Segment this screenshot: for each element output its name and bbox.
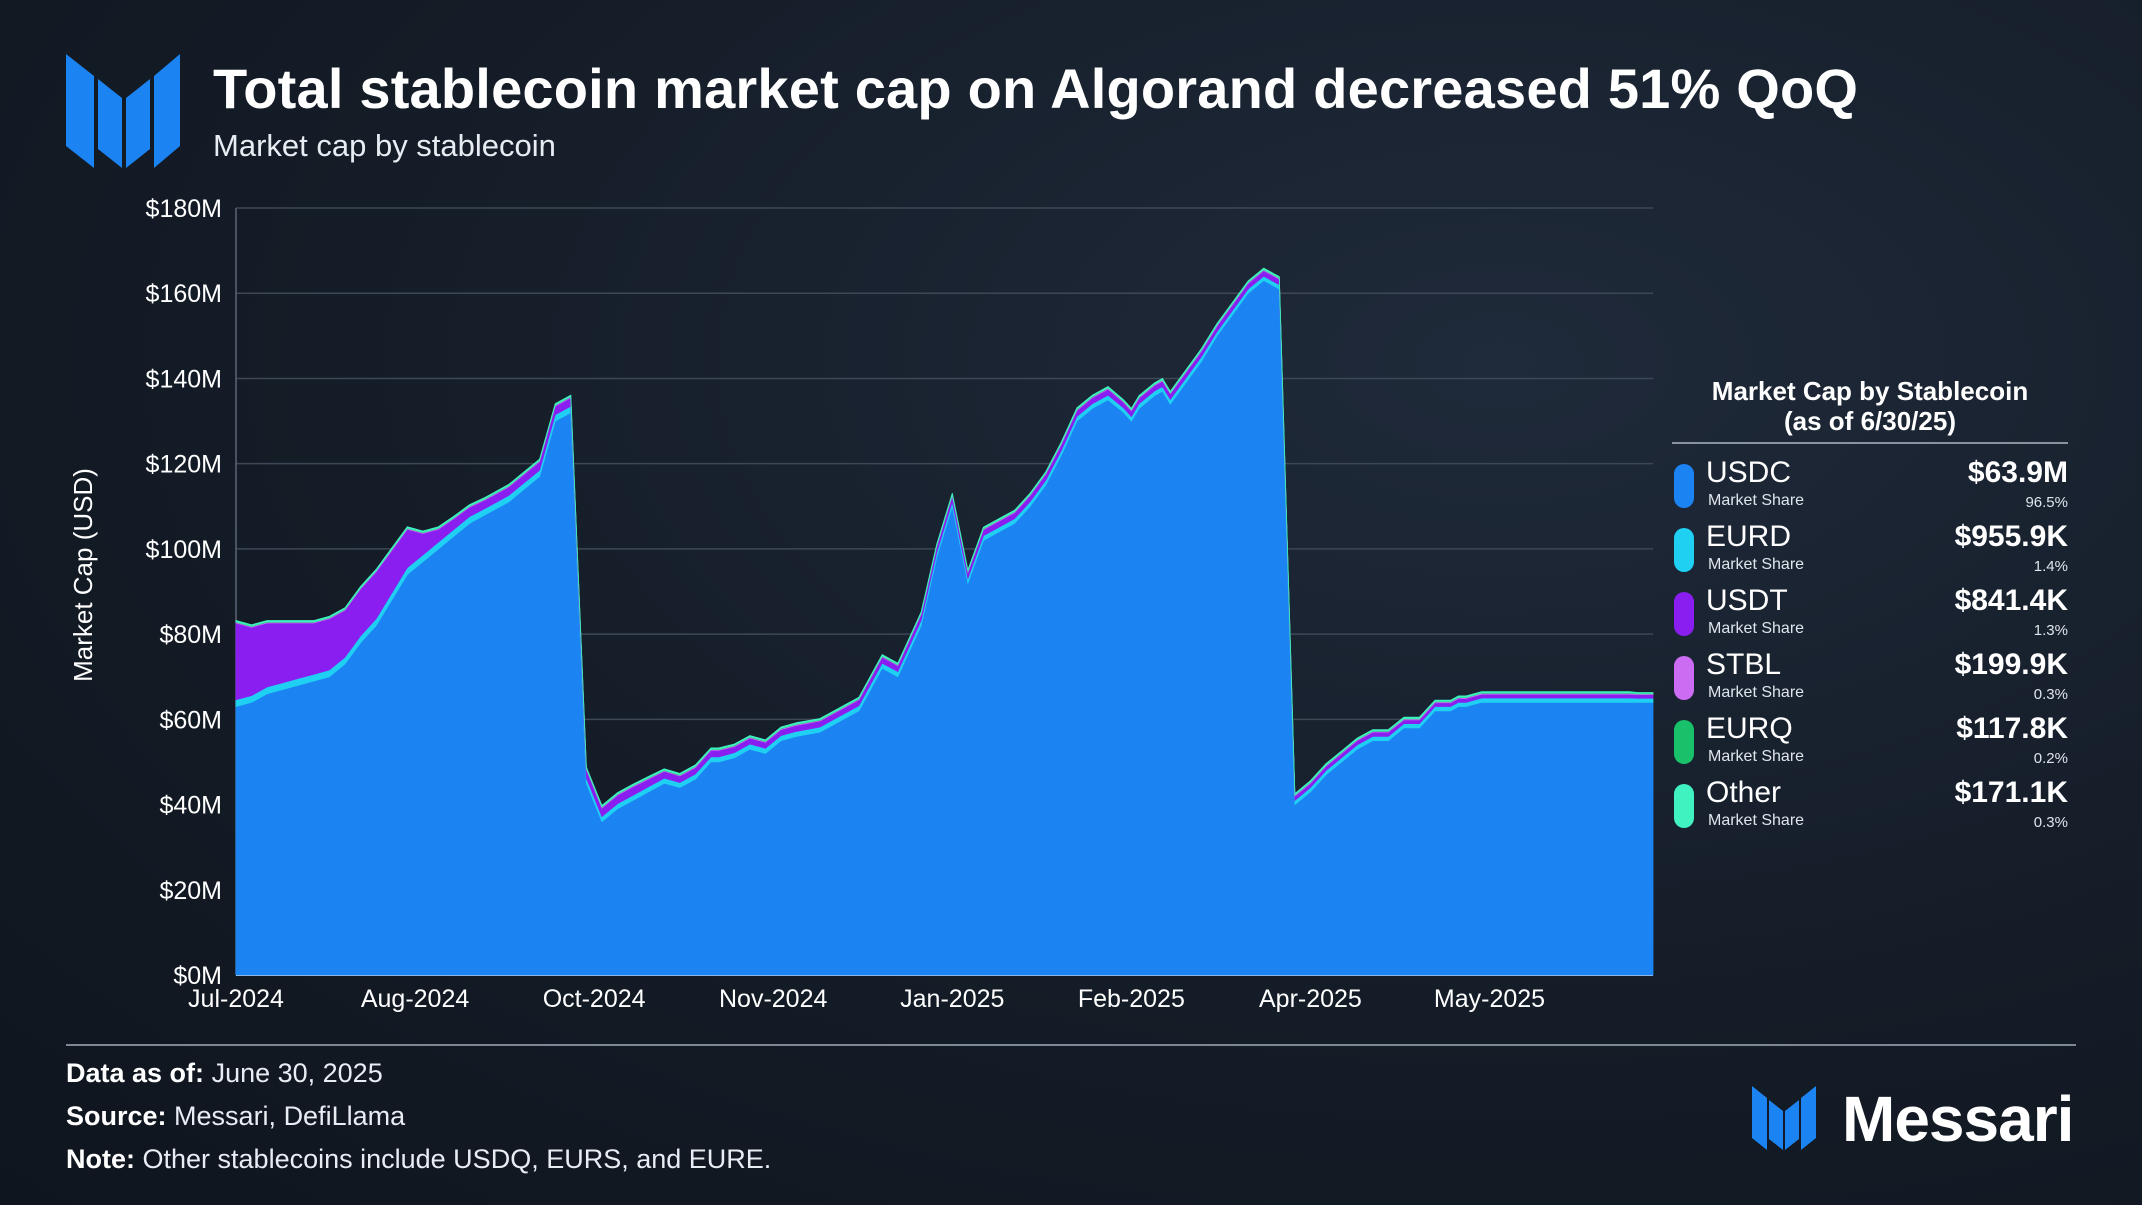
chart-axes: $0M $20M $40M $60M $80M $100M $120M $140M $160M $… (146, 195, 1546, 1013)
legend-subtitle: Market Share (1708, 748, 1805, 765)
y-tick-label: $0M (173, 962, 222, 990)
legend-name: STBL (1706, 648, 1782, 681)
footer-divider (66, 1044, 2076, 1046)
area-series-usdc (235, 279, 1654, 976)
x-tick-label: Nov-2024 (719, 985, 827, 1013)
y-tick-label: $120M (146, 451, 222, 479)
legend-share: 96.5% (2025, 494, 2068, 511)
legend-value: $63.9M (1967, 456, 2068, 489)
y-tick-label: $40M (159, 792, 222, 820)
messari-logo-icon (66, 54, 180, 168)
legend-swatch (1674, 592, 1694, 636)
chart-areas (235, 267, 1654, 976)
y-tick-label: $160M (146, 280, 222, 308)
legend-name: Other (1706, 776, 1782, 809)
legend-swatch (1674, 528, 1694, 572)
legend-subtitle: Market Share (1708, 492, 1805, 509)
y-tick-label: $140M (146, 365, 222, 393)
legend-swatch (1674, 656, 1694, 700)
area-series-other (235, 267, 1654, 808)
legend-value: $841.4K (1954, 584, 2068, 617)
legend-item-eurq: EURQ Market Share $117.8K 0.2% (1672, 708, 2068, 772)
legend-name: EURD (1706, 520, 1792, 553)
x-tick-label: Jul-2024 (188, 985, 284, 1013)
y-tick-label: $60M (159, 706, 222, 734)
legend-name: USDT (1706, 584, 1788, 617)
legend-value: $199.9K (1954, 648, 2068, 681)
y-tick-label: $20M (159, 877, 222, 905)
x-tick-label: Oct-2024 (543, 985, 646, 1013)
footer-note: Note: Other stablecoins include USDQ, EU… (66, 1144, 772, 1174)
y-axis-label: Market Cap (USD) (68, 468, 98, 682)
x-tick-label: Jan-2025 (900, 985, 1004, 1013)
legend-title: Market Cap by Stablecoin (as of 6/30/25) (1672, 376, 2068, 444)
x-tick-label: Apr-2025 (1259, 985, 1362, 1013)
legend-swatch (1674, 464, 1694, 508)
brand-wordmark: Messari (1842, 1083, 2074, 1155)
legend-item-usdt: USDT Market Share $841.4K 1.3% (1672, 580, 2068, 644)
footer-data-as-of: Data as of: June 30, 2025 (66, 1058, 383, 1088)
y-tick-label: $180M (146, 195, 222, 223)
legend-value: $117.8K (1956, 712, 2068, 745)
x-tick-label: May-2025 (1434, 985, 1545, 1013)
legend-name: EURQ (1706, 712, 1793, 745)
legend-swatch (1674, 784, 1694, 828)
footer-source: Source: Messari, DefiLlama (66, 1101, 406, 1131)
legend-swatch (1674, 720, 1694, 764)
legend-item-stbl: STBL Market Share $199.9K 0.3% (1672, 644, 2068, 708)
legend-value: $955.9K (1954, 520, 2068, 553)
legend-subtitle: Market Share (1708, 556, 1805, 573)
legend-share: 1.4% (2033, 558, 2068, 575)
legend-panel: Market Cap by Stablecoin (as of 6/30/25)… (1672, 376, 2068, 836)
y-tick-label: $80M (159, 621, 222, 649)
legend-item-usdc: USDC Market Share $63.9M 96.5% (1672, 452, 2068, 516)
y-tick-label: $100M (146, 536, 222, 564)
legend-item-other: Other Market Share $171.1K 0.3% (1672, 772, 2068, 836)
legend-share: 0.2% (2033, 750, 2068, 767)
legend-share: 1.3% (2033, 622, 2068, 639)
legend-item-eurd: EURD Market Share $955.9K 1.4% (1672, 516, 2068, 580)
x-tick-label: Feb-2025 (1078, 985, 1185, 1013)
messari-brand-icon (1752, 1086, 1816, 1150)
legend-subtitle: Market Share (1708, 684, 1805, 701)
legend-value: $171.1K (1954, 776, 2068, 809)
legend-subtitle: Market Share (1708, 620, 1805, 637)
page-subtitle: Market cap by stablecoin (213, 128, 556, 163)
page-title: Total stablecoin market cap on Algorand … (213, 57, 1859, 120)
legend-subtitle: Market Share (1708, 812, 1805, 829)
legend-share: 0.3% (2033, 686, 2068, 703)
legend-share: 0.3% (2033, 814, 2068, 831)
legend-name: USDC (1706, 456, 1792, 489)
x-tick-label: Aug-2024 (361, 985, 470, 1013)
